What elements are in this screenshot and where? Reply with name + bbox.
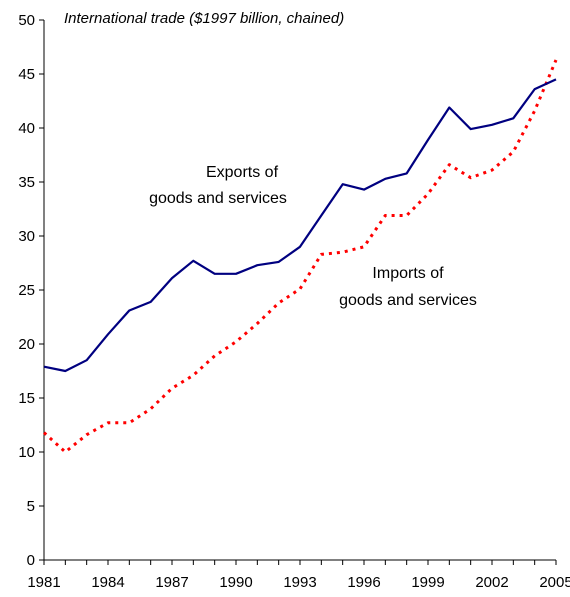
y-tick-label: 40: [18, 120, 35, 137]
x-tick-label: 1984: [91, 574, 124, 591]
y-tick-label: 50: [18, 12, 35, 29]
y-tick-label: 20: [18, 336, 35, 353]
y-tick-label: 35: [18, 174, 35, 191]
x-tick-label: 1990: [219, 574, 252, 591]
y-axis-ticks: 0 5 10 15 20 25 30 35 40 45 50: [18, 12, 44, 569]
y-tick-label: 30: [18, 228, 35, 245]
y-tick-label: 15: [18, 390, 35, 407]
y-tick-label: 0: [27, 552, 35, 569]
x-tick-label: 2002: [475, 574, 508, 591]
x-tick-label: 1996: [347, 574, 380, 591]
y-tick-label: 45: [18, 66, 35, 83]
exports-annotation-line-1: Exports of: [206, 164, 279, 181]
exports-annotation-line-2: goods and services: [149, 190, 287, 207]
imports-annotation-line-2: goods and services: [339, 292, 477, 309]
x-tick-label: 1993: [283, 574, 316, 591]
imports-annotation: Imports of goods and services: [339, 265, 477, 309]
exports-annotation: Exports of goods and services: [149, 164, 287, 207]
x-tick-label: 2005: [539, 574, 570, 591]
x-axis-ticks: 1981 1984 1987 1990 1993 1996 1999 2002 2005: [27, 560, 570, 591]
x-tick-label: 1981: [27, 574, 60, 591]
x-tick-label: 1987: [155, 574, 188, 591]
exports-series-line: [43, 78, 557, 373]
x-tick-label: 1999: [411, 574, 444, 591]
imports-series-line: [42, 59, 558, 454]
chart-title: International trade ($1997 billion, chai…: [64, 10, 344, 27]
y-tick-label: 10: [18, 444, 35, 461]
imports-annotation-line-1: Imports of: [372, 265, 444, 282]
y-tick-label: 25: [18, 282, 35, 299]
y-tick-label: 5: [27, 498, 35, 515]
